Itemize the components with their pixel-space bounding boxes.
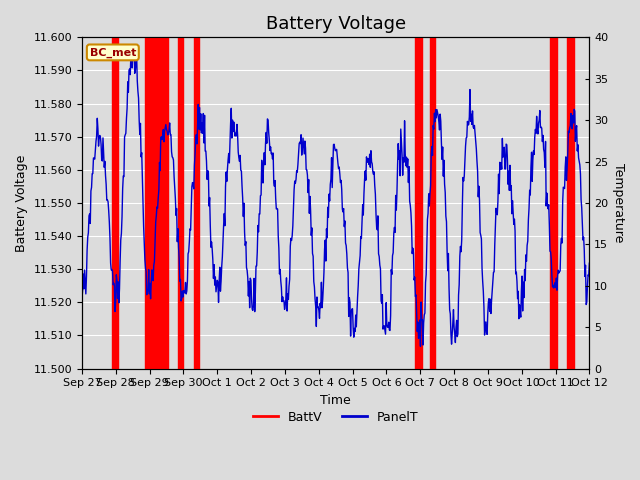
Bar [113, 37, 118, 369]
Y-axis label: Battery Voltage: Battery Voltage [15, 154, 28, 252]
Y-axis label: Temperature: Temperature [612, 163, 625, 242]
Bar [145, 37, 168, 369]
Bar [194, 37, 198, 369]
Bar [430, 37, 435, 369]
X-axis label: Time: Time [320, 394, 351, 407]
Bar [179, 37, 184, 369]
Text: BC_met: BC_met [90, 47, 136, 58]
Bar [415, 37, 422, 369]
Bar [568, 37, 574, 369]
Legend: BattV, PanelT: BattV, PanelT [248, 406, 423, 429]
Bar [550, 37, 557, 369]
Title: Battery Voltage: Battery Voltage [266, 15, 406, 33]
